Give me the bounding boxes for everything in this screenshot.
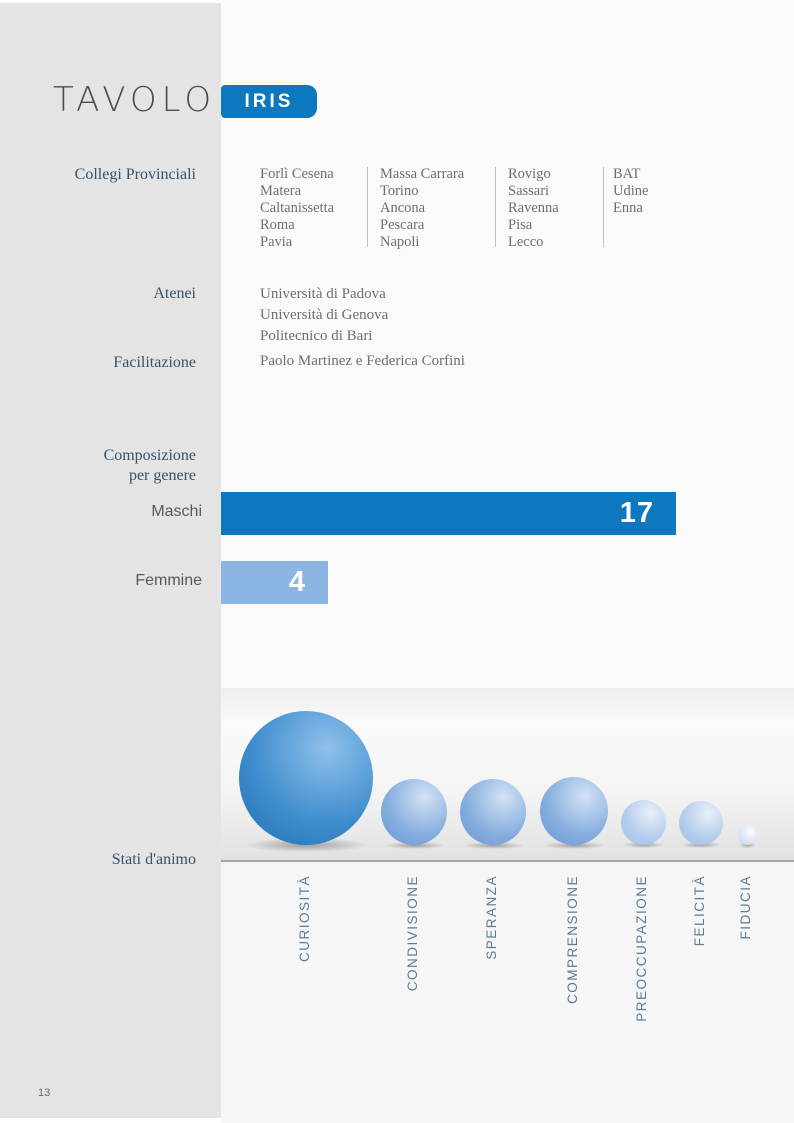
bar-category-label: Femmine (135, 572, 202, 589)
city-name: Pescara (380, 217, 425, 233)
section-label-collegi: Collegi Provinciali (74, 166, 196, 183)
bar-value: 17 (619, 497, 654, 529)
page-number: 13 (38, 1087, 51, 1099)
section-label-atenei: Atenei (153, 285, 196, 302)
bubble-fiducia (738, 826, 757, 845)
section-label-facilitazione: Facilitazione (113, 354, 196, 371)
ateneo-name: Università di Genova (260, 307, 389, 323)
bubble-shadow (384, 842, 445, 849)
facilitazione-value: Paolo Martinez e Federica Corfini (260, 353, 465, 369)
bubble-axis-label: PREOCCUPAZIONE (634, 875, 649, 1022)
city-name: Massa Carrara (380, 166, 465, 182)
bubble-axis-label: CURIOSITÀ (297, 875, 312, 963)
bubble-shadow (543, 842, 606, 849)
city-name: Lecco (508, 234, 544, 250)
bubble-axis-label: FIDUCIA (738, 875, 753, 940)
bubble-speranza (460, 779, 526, 845)
city-name: Ravenna (508, 200, 559, 216)
column-divider (367, 167, 368, 247)
bubble-condivisione (381, 779, 447, 845)
city-column: Massa Carrara Torino Ancona Pescara Napoli (380, 166, 464, 251)
bubble-shadow (245, 838, 368, 852)
bar-maschi: 17 (221, 492, 676, 535)
bubble-axis-label: FELICITÀ (692, 875, 707, 947)
city-column: BAT Udine Enna (613, 166, 648, 217)
bubble-shadow (463, 842, 524, 849)
city-name: Pisa (508, 217, 533, 233)
left-sidebar (0, 3, 221, 1118)
ateneo-name: Università di Padova (260, 286, 386, 302)
city-name: Udine (613, 183, 649, 199)
bubble-axis-label: COMPRENSIONE (565, 875, 580, 1005)
ateneo-name: Politecnico di Bari (260, 328, 373, 344)
city-name: Caltanissetta (260, 200, 335, 216)
bubble-chart-baseline (221, 860, 794, 862)
city-name: Sassari (508, 183, 550, 199)
bubble-axis-label: CONDIVISIONE (405, 875, 420, 992)
axis-label-area (221, 862, 794, 1123)
bubble-preoccupazione (621, 800, 666, 845)
city-column: Rovigo Sassari Ravenna Pisa Lecco (508, 166, 559, 251)
city-name: Pavia (260, 234, 293, 250)
section-label-composizione: Composizione per genere (0, 446, 196, 486)
city-column: Forlì Cesena Matera Caltanissetta Roma Pavia (260, 166, 334, 251)
bubble-comprensione (540, 777, 608, 845)
city-name: Matera (260, 183, 302, 199)
table-name-label: IRIS (244, 90, 294, 112)
table-name-badge: IRIS (221, 85, 317, 118)
page-title: TAVOLO (53, 80, 217, 120)
city-name: BAT (613, 166, 641, 182)
city-name: Torino (380, 183, 419, 199)
bubble-curiosità (239, 711, 373, 845)
bubble-axis-label: SPERANZA (484, 875, 499, 960)
atenei-list: Università di Padova Università di Genova… (260, 284, 388, 347)
bubble-shadow (739, 842, 756, 848)
city-name: Rovigo (508, 166, 551, 182)
city-name: Roma (260, 217, 295, 233)
bubble-felicità (679, 801, 723, 845)
section-label-stati-animo: Stati d'animo (111, 851, 196, 868)
composizione-label-line2: per genere (128, 467, 196, 484)
bubble-shadow (681, 842, 721, 848)
column-divider (495, 167, 496, 247)
bubble-shadow (623, 842, 664, 848)
city-name: Enna (613, 200, 643, 216)
bar-femmine: 4 (221, 561, 328, 604)
city-name: Napoli (380, 234, 420, 250)
column-divider (603, 167, 604, 247)
bar-value: 4 (288, 566, 306, 598)
composizione-label-line1: Composizione (103, 447, 196, 464)
city-name: Ancona (380, 200, 426, 216)
city-name: Forlì Cesena (260, 166, 334, 182)
bar-category-label: Maschi (151, 503, 202, 520)
